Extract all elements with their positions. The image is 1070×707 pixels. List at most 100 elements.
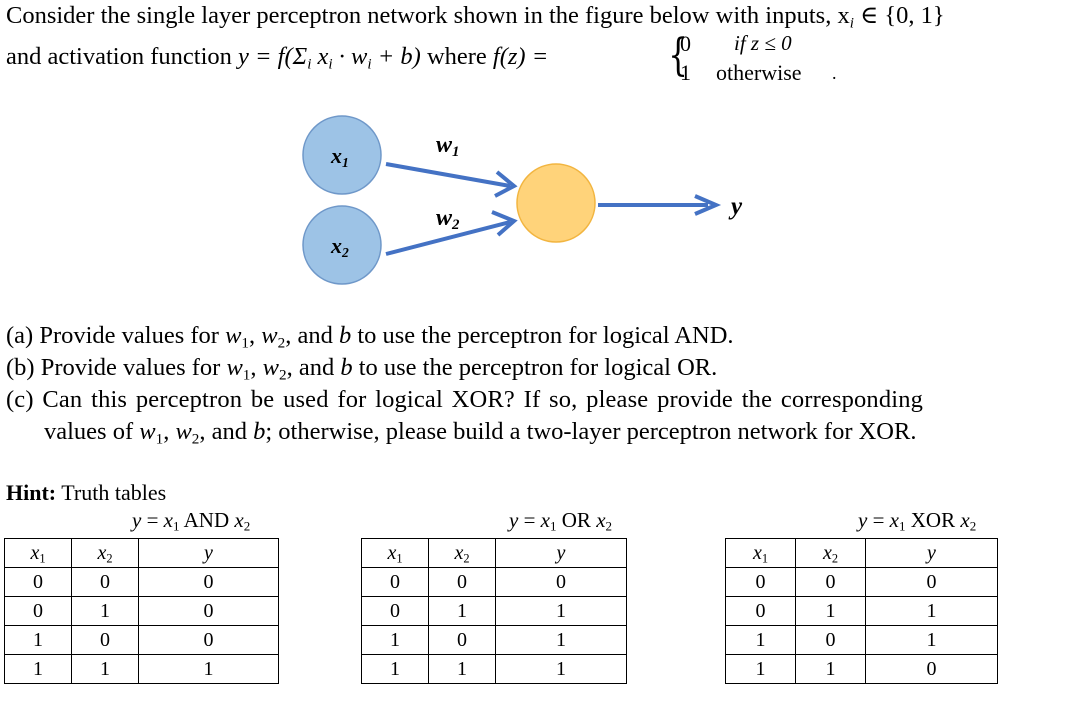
table-xor-title-x2-sub: 2 — [969, 518, 977, 534]
question-c-w1: w — [139, 418, 156, 445]
weight2-arrowhead — [491, 210, 518, 237]
cell: 0 — [725, 596, 796, 626]
question-c-line-2: values of w1, w2, and b; otherwise, plea… — [44, 418, 917, 446]
output-label: y — [731, 193, 743, 220]
header-x1-text: x — [30, 541, 40, 564]
cell: 1 — [71, 654, 139, 684]
table-and-title-x2: x — [234, 508, 244, 532]
question-a-w2-sub: 2 — [277, 334, 286, 352]
neuron-node — [516, 163, 596, 243]
problem-line-1-text: Consider the single layer perceptron net… — [6, 2, 850, 29]
header-x2: x2 — [71, 538, 139, 568]
hint-text: Truth tables — [56, 480, 167, 505]
formula-w-sub: i — [367, 55, 372, 73]
table-or-title-x1-sub: 1 — [550, 518, 557, 534]
cell: 0 — [495, 567, 627, 597]
formula-w: · w — [332, 43, 368, 70]
cell: 1 — [725, 654, 796, 684]
question-c-suffix: ; otherwise, please build a two-layer pe… — [265, 418, 917, 445]
cell: 0 — [71, 625, 139, 655]
header-x1-sub: 1 — [396, 550, 403, 565]
cell: 0 — [138, 596, 279, 626]
table-or-title: y = x1 OR x2 — [509, 508, 613, 534]
problem-line-1: Consider the single layer perceptron net… — [6, 2, 945, 30]
question-b-prefix: (b) Provide values for — [6, 354, 227, 381]
piecewise-bottom-value: 1 — [680, 60, 691, 85]
input-node-x1 — [302, 115, 382, 195]
table-or-title-x1: x — [540, 508, 550, 532]
header-y: y — [138, 538, 279, 568]
output-arrowhead — [694, 194, 722, 216]
header-y: y — [495, 538, 627, 568]
table-and-title-eq: = — [141, 508, 164, 532]
cell: 0 — [865, 567, 998, 597]
cell: 0 — [71, 567, 139, 597]
cell: 1 — [495, 654, 627, 684]
question-a-w1: w — [225, 322, 242, 349]
question-a-sep1: , — [249, 322, 262, 349]
problem-line-2-prefix: and activation function — [6, 43, 238, 70]
cell: 1 — [4, 625, 72, 655]
question-b: (b) Provide values for w1, w2, and b to … — [6, 354, 717, 382]
table-xor-title-x1-sub: 1 — [899, 518, 906, 534]
input2-label-text: x — [331, 233, 342, 258]
cell: 1 — [71, 596, 139, 626]
question-c-b: b — [253, 418, 266, 445]
cell: 1 — [361, 654, 429, 684]
cell: 1 — [795, 596, 866, 626]
question-a-b: b — [338, 322, 352, 349]
question-b-b: b — [340, 354, 353, 381]
table-or-title-x2: x — [596, 508, 606, 532]
weight1-label-sub: 1 — [452, 144, 460, 161]
question-a-suffix: to use the perceptron for logical AND. — [351, 322, 734, 349]
question-c-line-1: (c) Can this perceptron be used for logi… — [6, 386, 923, 413]
cell: 0 — [428, 567, 496, 597]
question-a: (a) Provide values for w1, w2, and b to … — [6, 322, 734, 352]
table-or-title-eq: = — [518, 508, 541, 532]
table-or-title-x2-sub: 2 — [605, 518, 613, 534]
weight1-label-text: w — [436, 132, 453, 158]
table-and-title: y = x1 AND x2 — [132, 508, 250, 534]
input2-label-sub: 2 — [342, 244, 349, 260]
input1-label-sub: 1 — [342, 154, 349, 170]
header-x1-text: x — [752, 541, 762, 564]
weight2-label-sub: 2 — [452, 217, 460, 234]
cell: 1 — [495, 596, 627, 626]
cell: 0 — [795, 625, 866, 655]
cell: 1 — [138, 654, 279, 684]
cell: 1 — [495, 625, 627, 655]
piecewise-top-condition: if z ≤ 0 — [734, 31, 792, 55]
perceptron-diagram — [302, 115, 722, 285]
question-a-w1-sub: 1 — [241, 334, 250, 352]
weight2-arrow — [385, 220, 511, 256]
formula-x: x — [311, 43, 329, 70]
table-header-row: x1 x2 y — [725, 538, 998, 568]
weight2-label-text: w — [436, 205, 453, 231]
piecewise-period: . — [832, 63, 837, 83]
table-xor-title-x2: x — [960, 508, 970, 532]
header-x2-text: x — [97, 541, 107, 564]
cell: 1 — [361, 625, 429, 655]
weight1-arrowhead — [494, 170, 518, 198]
problem-where: where — [420, 43, 493, 70]
table-xor-title-eq: = — [867, 508, 890, 532]
question-b-sep1: , — [250, 354, 263, 381]
input-node-x2 — [302, 205, 382, 285]
question-c-sep1: , — [163, 418, 176, 445]
header-x2-sub: 2 — [106, 550, 113, 565]
table-xor-title-x1: x — [889, 508, 899, 532]
table-and-title-x1-sub: 1 — [173, 518, 180, 534]
